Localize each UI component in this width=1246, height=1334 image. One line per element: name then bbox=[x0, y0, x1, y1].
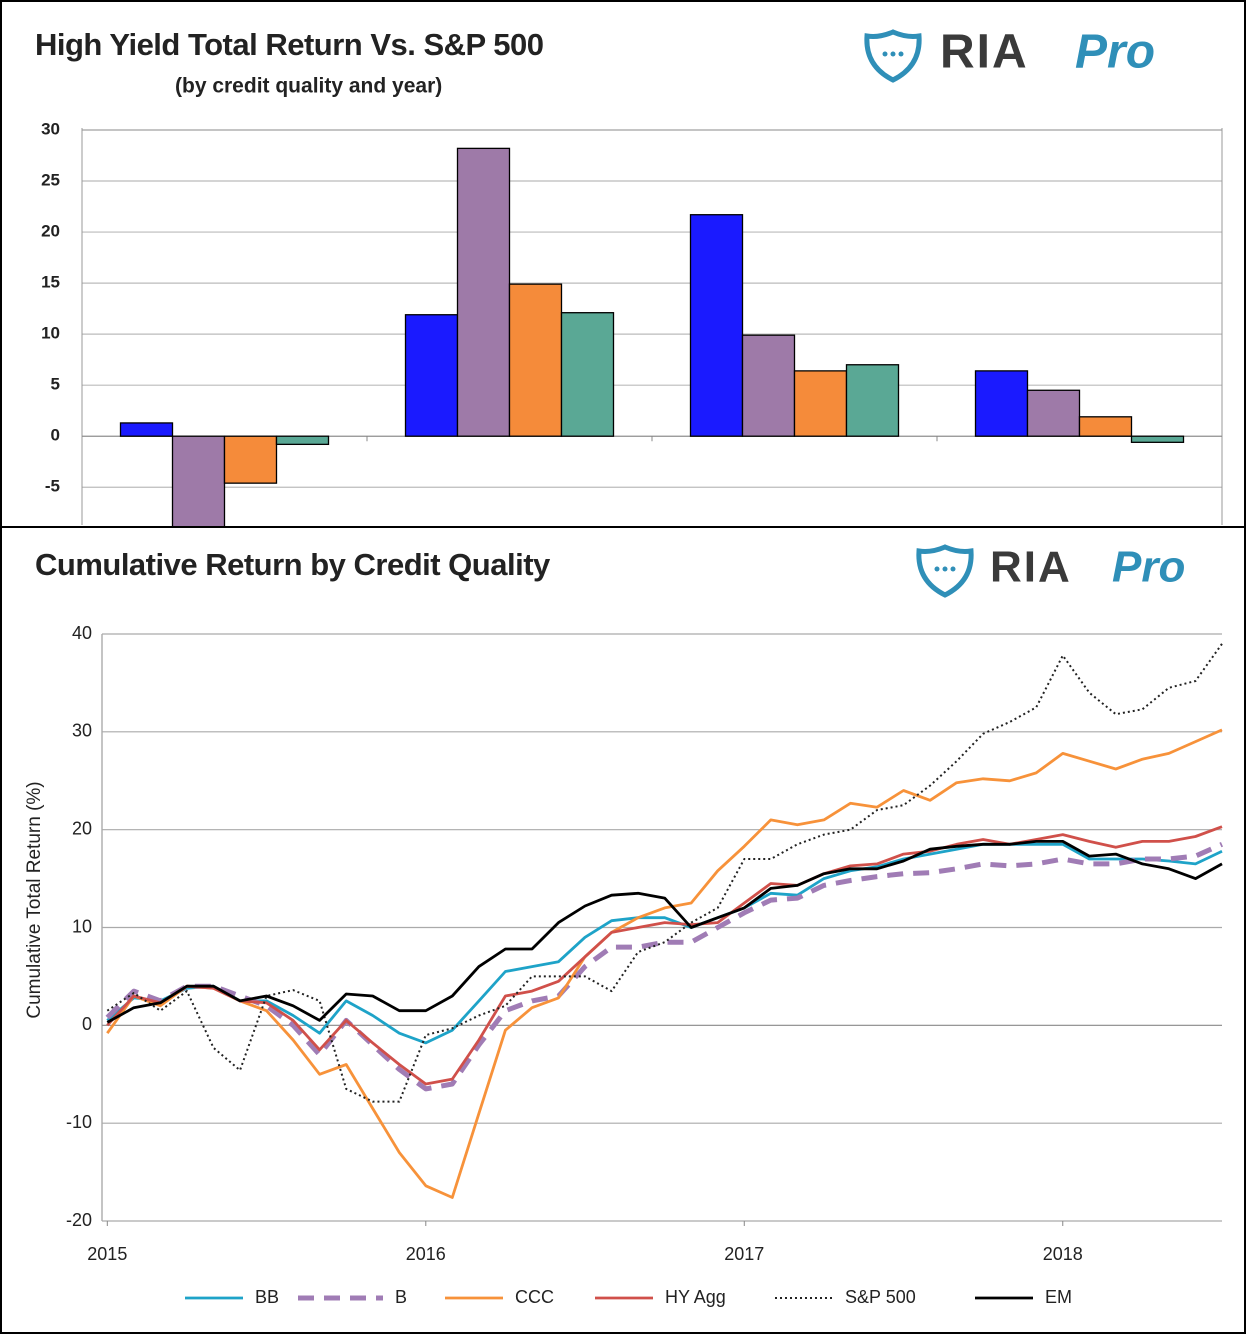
bar bbox=[1078, 416, 1133, 437]
legend-label: BB bbox=[255, 1287, 279, 1307]
bar bbox=[171, 435, 226, 526]
y-tick-label: -10 bbox=[66, 1112, 92, 1132]
y-tick-label: 20 bbox=[72, 818, 92, 838]
y-tick-label: 30 bbox=[72, 721, 92, 741]
y-tick-label: 5 bbox=[51, 375, 60, 394]
y-axis-label: Cumulative Total Return (%) bbox=[24, 781, 45, 1018]
bar bbox=[974, 370, 1029, 437]
bar bbox=[223, 435, 278, 484]
line-series bbox=[106, 728, 1223, 1199]
y-tick-label: -5 bbox=[45, 477, 60, 496]
y-tick-label: 20 bbox=[41, 222, 60, 241]
chart-title: High Yield Total Return Vs. S&P 500 bbox=[35, 27, 544, 62]
bar bbox=[793, 370, 848, 437]
x-tick-label: 2016 bbox=[406, 1244, 446, 1264]
logo: RIA bbox=[940, 26, 1029, 79]
bar bbox=[689, 214, 744, 437]
line-series bbox=[106, 825, 1223, 1086]
bar bbox=[560, 312, 615, 437]
y-tick-label: 15 bbox=[41, 273, 60, 292]
y-tick-label: 10 bbox=[72, 916, 92, 936]
chart-title: Cumulative Return by Credit Quality bbox=[35, 547, 551, 582]
legend-label: B bbox=[395, 1287, 407, 1307]
line-series bbox=[105, 842, 1224, 1092]
bar bbox=[404, 314, 459, 437]
bar bbox=[275, 435, 330, 446]
logo-icon bbox=[867, 32, 919, 80]
bar bbox=[1026, 389, 1081, 437]
logo-pro: Pro bbox=[1112, 543, 1185, 592]
x-tick-label: 2015 bbox=[87, 1244, 127, 1264]
y-tick-label: 0 bbox=[51, 426, 60, 445]
line-series bbox=[106, 643, 1223, 1103]
logo: RIA bbox=[990, 543, 1072, 592]
y-tick-label: -20 bbox=[66, 1210, 92, 1230]
y-tick-label: 0 bbox=[82, 1014, 92, 1034]
logo-pro: Pro bbox=[1075, 26, 1155, 79]
legend-label: HY Agg bbox=[665, 1287, 726, 1307]
bars bbox=[119, 147, 1185, 526]
bottom-panel bbox=[0, 526, 1246, 1334]
legend-label: EM bbox=[1045, 1287, 1072, 1307]
chart-subtitle: (by credit quality and year) bbox=[175, 75, 442, 98]
legend-label: S&P 500 bbox=[845, 1287, 916, 1307]
y-tick-label: 25 bbox=[41, 171, 60, 190]
legend-label: CCC bbox=[515, 1287, 554, 1307]
bar bbox=[845, 364, 900, 437]
bar bbox=[1130, 435, 1185, 443]
bar bbox=[456, 147, 511, 437]
line-series bbox=[106, 840, 1223, 1024]
line-series bbox=[106, 842, 1223, 1045]
bar bbox=[741, 334, 796, 437]
y-tick-label: 40 bbox=[72, 623, 92, 643]
x-tick-label: 2017 bbox=[724, 1244, 764, 1264]
x-tick-label: 2018 bbox=[1043, 1244, 1083, 1264]
bar bbox=[119, 422, 174, 437]
bar bbox=[508, 283, 563, 437]
y-tick-label: 10 bbox=[41, 324, 60, 343]
logo-icon bbox=[919, 547, 971, 595]
y-tick-label: 30 bbox=[41, 119, 60, 138]
